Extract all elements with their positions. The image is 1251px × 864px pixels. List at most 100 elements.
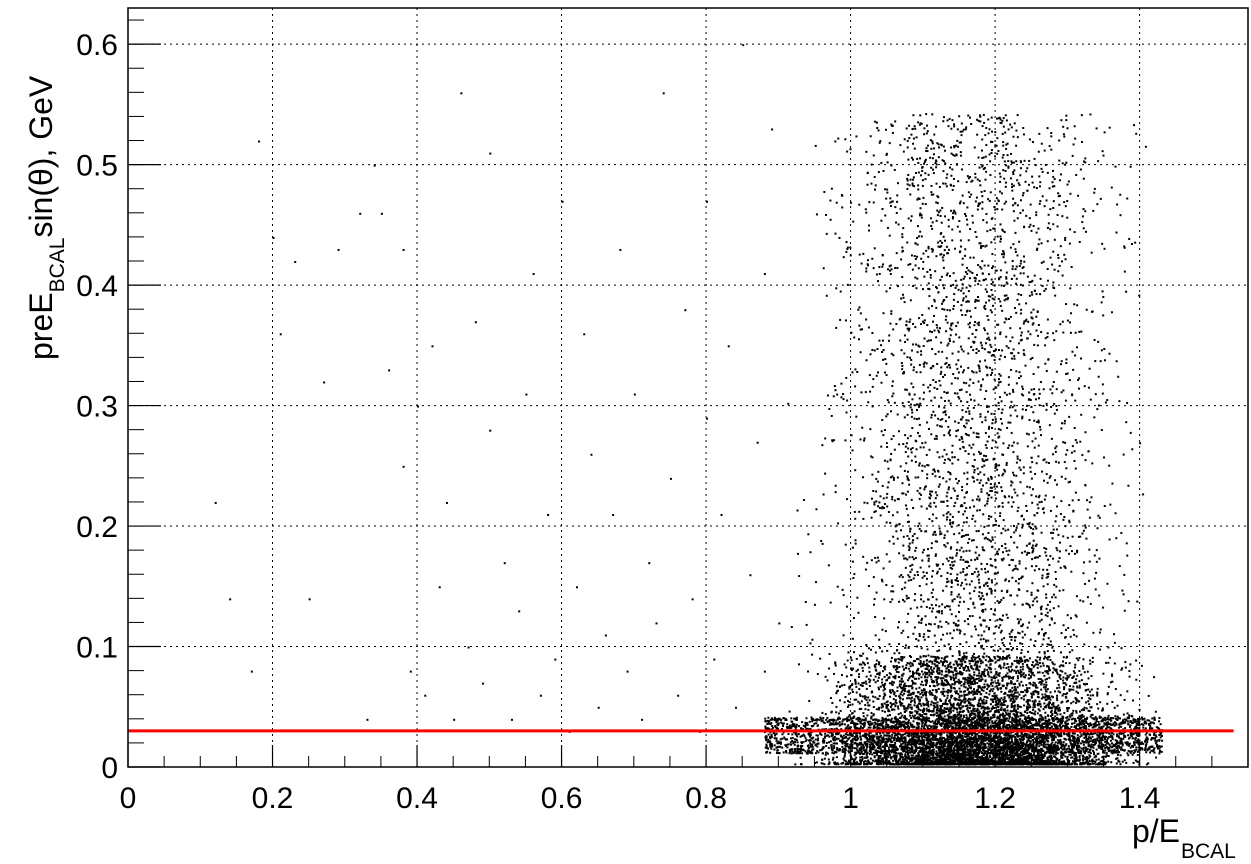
data-point xyxy=(887,703,890,706)
data-point xyxy=(990,681,993,684)
data-point xyxy=(1031,750,1034,753)
data-point xyxy=(828,653,831,656)
data-point xyxy=(855,718,858,721)
data-point xyxy=(1008,696,1011,699)
data-point xyxy=(944,670,947,673)
data-point xyxy=(1001,253,1004,256)
data-point xyxy=(1092,762,1095,765)
data-point xyxy=(892,478,895,481)
data-point xyxy=(982,156,985,159)
data-point xyxy=(1030,388,1033,391)
data-point xyxy=(987,639,990,642)
data-point xyxy=(1005,298,1008,301)
data-point xyxy=(1011,677,1014,680)
data-point xyxy=(941,206,944,209)
data-point xyxy=(1045,473,1048,476)
data-point xyxy=(1002,256,1005,259)
data-point xyxy=(1042,638,1045,641)
data-point xyxy=(1018,738,1021,741)
data-point xyxy=(1004,714,1007,717)
data-point xyxy=(932,670,935,673)
data-point xyxy=(1031,544,1034,547)
data-point xyxy=(865,270,868,273)
data-point xyxy=(989,755,992,758)
data-point xyxy=(942,477,945,480)
data-point xyxy=(920,696,923,699)
data-point xyxy=(900,362,903,365)
data-point xyxy=(1081,454,1084,457)
data-point xyxy=(1060,427,1063,430)
data-point xyxy=(1000,687,1003,690)
data-point xyxy=(880,706,883,709)
data-point xyxy=(1031,551,1034,554)
data-point xyxy=(1011,388,1014,391)
data-point xyxy=(1082,748,1085,751)
data-point xyxy=(887,339,890,342)
data-point xyxy=(763,273,766,276)
data-point xyxy=(973,480,976,483)
data-point xyxy=(960,694,963,697)
data-point xyxy=(903,352,906,355)
data-point xyxy=(1045,369,1048,372)
data-point xyxy=(958,696,961,699)
data-point xyxy=(836,585,839,588)
data-point xyxy=(1036,503,1039,506)
data-point xyxy=(1092,741,1095,744)
data-point xyxy=(891,395,894,398)
data-point xyxy=(900,529,903,532)
data-point xyxy=(913,125,916,128)
data-point xyxy=(992,698,995,701)
data-point xyxy=(940,625,943,628)
data-point xyxy=(1034,544,1037,547)
data-point xyxy=(931,113,934,116)
data-point xyxy=(917,573,920,576)
data-point xyxy=(1031,661,1034,664)
data-point xyxy=(876,752,879,755)
data-point xyxy=(940,733,943,736)
data-point xyxy=(1005,393,1008,396)
data-point xyxy=(983,567,986,570)
data-point xyxy=(945,621,948,624)
data-point xyxy=(909,665,912,668)
data-point xyxy=(961,760,964,763)
data-point xyxy=(999,180,1002,183)
data-point xyxy=(1087,761,1090,764)
data-point xyxy=(977,656,980,659)
data-point xyxy=(933,697,936,700)
data-point xyxy=(1079,710,1082,713)
data-point xyxy=(922,635,925,638)
data-point xyxy=(934,676,937,679)
data-point xyxy=(1049,388,1052,391)
data-point xyxy=(1093,554,1096,557)
data-point xyxy=(886,399,889,402)
data-point xyxy=(881,265,884,268)
data-point xyxy=(1065,700,1068,703)
data-point xyxy=(906,662,909,665)
data-point xyxy=(1063,461,1066,464)
data-point xyxy=(895,323,898,326)
data-point xyxy=(989,564,992,567)
data-point xyxy=(1014,564,1017,567)
data-point xyxy=(999,665,1002,668)
data-point xyxy=(1060,391,1063,394)
data-point xyxy=(924,664,927,667)
data-point xyxy=(982,647,985,650)
data-point xyxy=(1051,661,1054,664)
data-point xyxy=(941,159,944,162)
data-point xyxy=(1003,321,1006,324)
data-point xyxy=(1106,582,1109,585)
data-point xyxy=(906,697,909,700)
data-point xyxy=(1012,184,1015,187)
data-point xyxy=(1011,576,1014,579)
data-point xyxy=(906,621,909,624)
data-point xyxy=(950,579,953,582)
data-point xyxy=(944,699,947,702)
data-point xyxy=(891,733,894,736)
data-point xyxy=(1058,203,1061,206)
data-point xyxy=(1031,700,1034,703)
data-point xyxy=(956,747,959,750)
data-point xyxy=(926,668,929,671)
data-point xyxy=(974,586,977,589)
data-point xyxy=(1038,494,1041,497)
data-point xyxy=(1082,227,1085,230)
